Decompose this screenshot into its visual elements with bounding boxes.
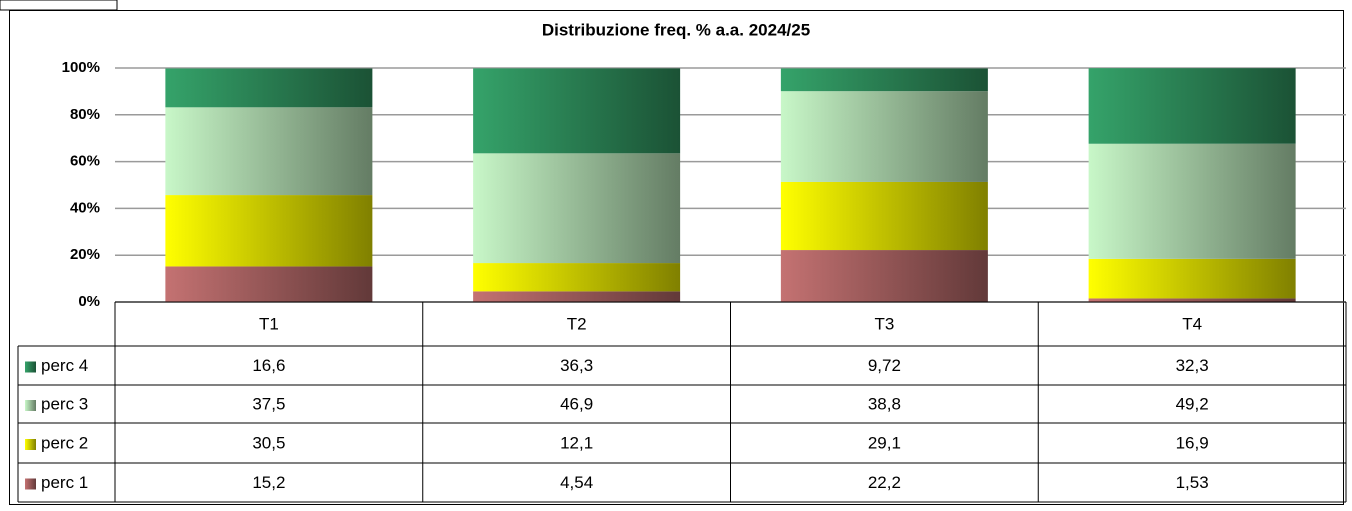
y-tick-label: 100% [62,59,100,76]
x-tick-label: T4 [1182,314,1202,333]
bar-segment [165,195,373,267]
bar-segment [473,153,681,264]
legend-key [25,478,36,490]
chart-title: Distribuzione freq. % a.a. 2024/25 [542,20,810,39]
data-label: 37,5 [252,394,285,413]
bar-segment [780,91,988,182]
data-label: 9,72 [868,356,901,375]
data-label: 38,8 [868,394,901,413]
y-tick-label: 40% [70,199,100,216]
data-label: 36,3 [560,356,593,375]
bar-segment [165,68,373,108]
data-label: 29,1 [868,433,901,452]
x-tick-label: T2 [567,314,587,333]
y-tick-label: 20% [70,246,100,263]
data-label: 15,2 [252,473,285,492]
bar-segment [473,291,681,302]
x-tick-label: T3 [874,314,894,333]
bar-segment [1088,68,1296,144]
x-tick-label: T1 [259,314,279,333]
data-label: 46,9 [560,394,593,413]
bar-segment [165,266,373,302]
data-label: 30,5 [252,433,285,452]
bar-segment [473,68,681,154]
bar-segment [1088,143,1296,259]
bar-segment [165,107,373,196]
data-label: 4,54 [560,473,593,492]
legend-key [25,361,36,373]
data-label: 16,9 [1176,433,1209,452]
data-label: 49,2 [1176,394,1209,413]
y-tick-label: 60% [70,153,100,170]
bar-segment [780,181,988,251]
tab [0,0,118,11]
y-tick-label: 0% [78,293,100,310]
data-label: 12,1 [560,433,593,452]
data-label: 32,3 [1176,356,1209,375]
legend-key [25,439,36,450]
legend-label: perc 4 [41,356,88,375]
y-tick-label: 80% [70,106,100,123]
legend-label: perc 1 [41,473,88,492]
legend-label: perc 2 [41,433,88,452]
bar-segment [780,68,988,92]
legend-key [25,400,36,411]
bar-segment [1088,298,1296,302]
legend-label: perc 3 [41,394,88,413]
bar-segment [780,250,988,302]
data-label: 22,2 [868,473,901,492]
data-label: 1,53 [1176,473,1209,492]
bar-segment [1088,258,1296,299]
bar-segment [473,263,681,292]
data-label: 16,6 [252,356,285,375]
